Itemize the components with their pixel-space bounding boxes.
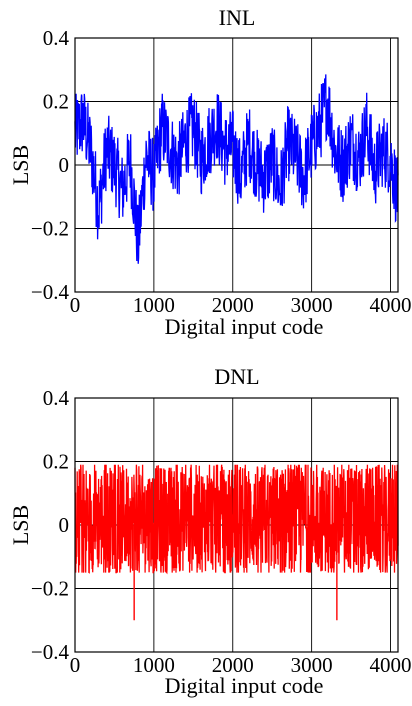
inl-title: INL	[219, 5, 256, 30]
dnl-ytick-label: 0	[59, 513, 70, 537]
dnl-ytick-label: −0.2	[31, 577, 69, 601]
dnl-chart: DNL 0.4 0.2 0 −0.2 −0.4 0 1000 2000 3000 4000 LS…	[8, 364, 412, 698]
dnl-series	[74, 464, 399, 621]
dnl-xtick-label: 2000	[212, 653, 254, 677]
inl-line	[74, 74, 399, 264]
dnl-ytick-label: −0.4	[31, 640, 70, 664]
inl-xtick-label: 4000	[370, 293, 412, 317]
dnl-line	[74, 464, 399, 575]
dnl-ylabel: LSB	[8, 505, 33, 545]
inl-ytick-label: −0.4	[31, 280, 70, 304]
inl-ytick-label: 0.4	[43, 26, 70, 50]
dnl-xtick-label: 3000	[291, 653, 333, 677]
inl-ylabel: LSB	[8, 145, 33, 185]
dnl-plot-frame	[74, 397, 399, 653]
inl-xtick-label: 1000	[133, 293, 175, 317]
inl-xtick-label: 2000	[212, 293, 254, 317]
dnl-xlabel: Digital input code	[165, 673, 324, 698]
inl-series	[74, 74, 399, 264]
inl-plot-frame	[74, 37, 399, 293]
inl-ytick-label: 0.2	[43, 90, 69, 114]
dnl-ytick-label: 0.2	[43, 450, 69, 474]
dnl-title: DNL	[214, 364, 259, 389]
inl-x-ticks: 0 1000 2000 3000 4000	[70, 293, 412, 317]
dnl-xtick-label: 0	[70, 653, 81, 677]
inl-xlabel: Digital input code	[165, 314, 324, 339]
inl-chart: INL 0.4 0.2 0 −0.2 −0.4 0 1000 2000 3000 4000 LS…	[8, 5, 412, 339]
inl-xtick-label: 3000	[291, 293, 333, 317]
inl-y-ticks: 0.4 0.2 0 −0.2 −0.4	[31, 26, 70, 304]
inl-xtick-label: 0	[70, 293, 81, 317]
dnl-xtick-label: 1000	[133, 653, 175, 677]
inl-ytick-label: −0.2	[31, 217, 69, 241]
dnl-y-ticks: 0.4 0.2 0 −0.2 −0.4	[31, 386, 70, 664]
dnl-x-ticks: 0 1000 2000 3000 4000	[70, 653, 412, 677]
inl-ytick-label: 0	[59, 153, 70, 177]
dnl-xtick-label: 4000	[370, 653, 412, 677]
dnl-ytick-label: 0.4	[43, 386, 70, 410]
